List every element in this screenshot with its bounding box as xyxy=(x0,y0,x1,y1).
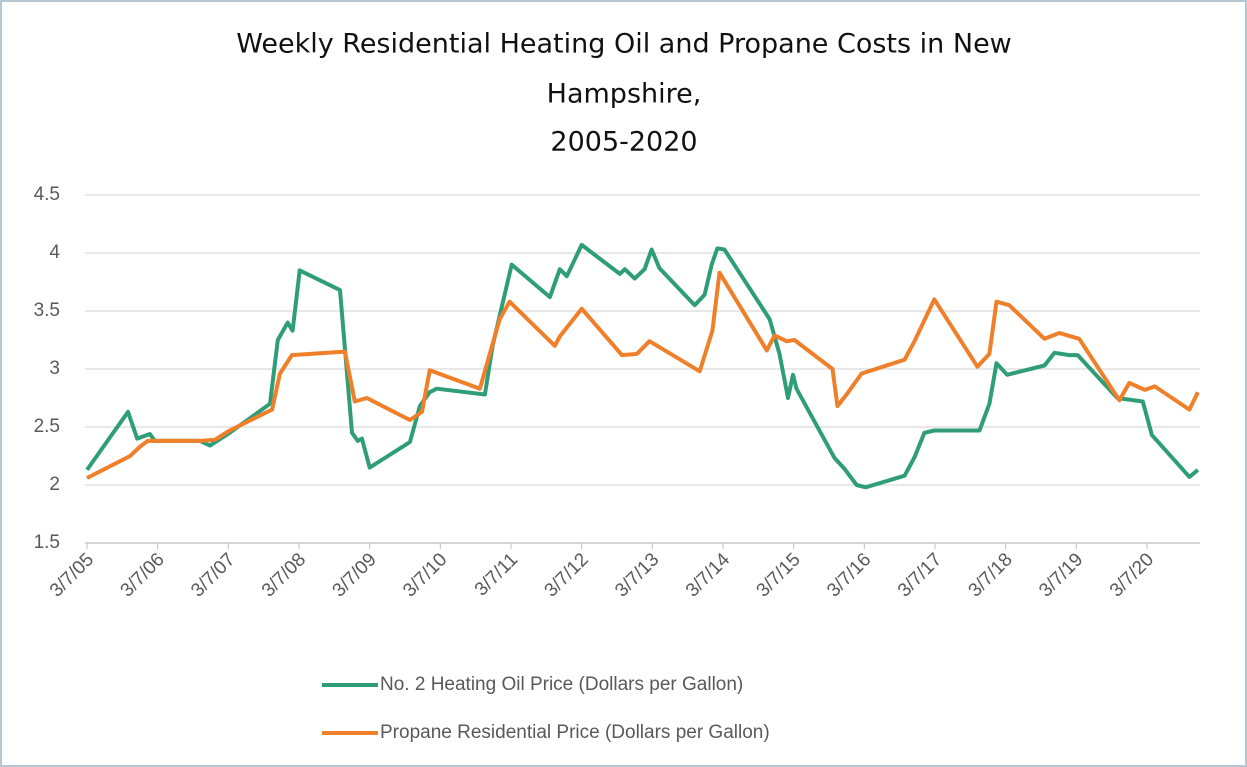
y-tick-label: 3 xyxy=(49,358,60,379)
y-tick-label: 4.5 xyxy=(34,184,60,205)
chart-title: Hampshire, xyxy=(547,79,702,110)
y-tick-label: 1.5 xyxy=(34,532,60,553)
chart-title: Weekly Residential Heating Oil and Propa… xyxy=(236,29,1012,60)
series-line xyxy=(85,242,1200,490)
legend-label: Propane Residential Price (Dollars per G… xyxy=(380,722,770,743)
chart-title: 2005-2020 xyxy=(550,127,697,158)
y-tick-label: 3.5 xyxy=(34,300,60,321)
series-line xyxy=(86,270,1200,480)
y-tick-label: 2 xyxy=(49,474,60,495)
y-tick-label: 4 xyxy=(49,242,60,263)
legend-label: No. 2 Heating Oil Price (Dollars per Gal… xyxy=(380,674,743,695)
y-tick-label: 2.5 xyxy=(34,416,60,437)
